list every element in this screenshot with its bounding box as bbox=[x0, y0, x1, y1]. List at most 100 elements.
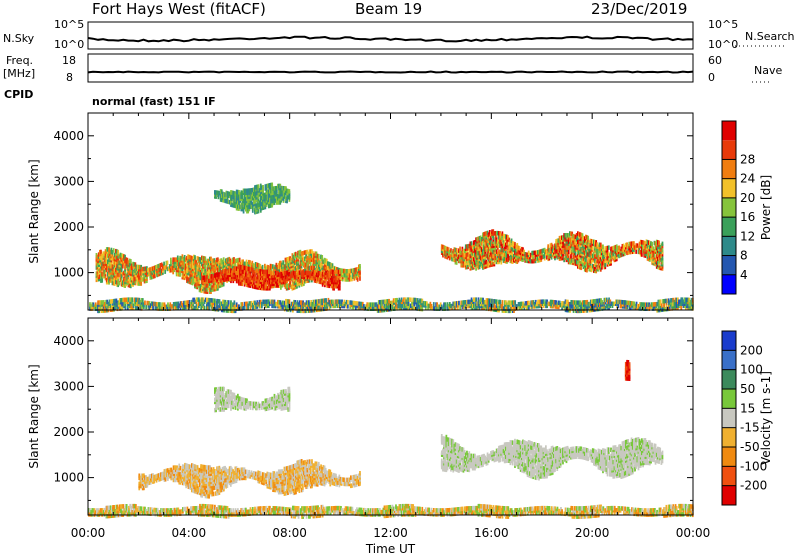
scatter-cell bbox=[580, 247, 583, 252]
scatter-cell bbox=[272, 303, 275, 309]
scatter-cell bbox=[93, 304, 96, 309]
scatter-cell bbox=[506, 253, 508, 258]
scatter-cell bbox=[464, 244, 467, 249]
scatter-cell bbox=[259, 206, 262, 211]
freq-label: Freq. bbox=[6, 54, 34, 67]
scatter-cell bbox=[594, 258, 596, 263]
scatter-cell bbox=[191, 276, 194, 282]
scatter-cell bbox=[594, 254, 596, 259]
scatter-cell bbox=[275, 301, 278, 307]
scatter-cell bbox=[147, 300, 150, 306]
scatter-cell bbox=[220, 189, 223, 194]
scatter-cell bbox=[612, 245, 615, 251]
scatter-cell bbox=[239, 277, 242, 282]
scatter-cell bbox=[374, 302, 377, 307]
scatter-cell bbox=[182, 271, 185, 276]
scatter-cell bbox=[149, 267, 152, 272]
scatter-cell bbox=[282, 260, 285, 265]
scatter-cell bbox=[131, 282, 133, 287]
scatter-cell bbox=[144, 266, 147, 271]
scatter-cell bbox=[215, 190, 217, 195]
scatter-cell bbox=[209, 274, 212, 279]
scatter-cell bbox=[356, 267, 359, 272]
scatter-cell bbox=[239, 196, 242, 201]
scatter-cell bbox=[613, 249, 616, 254]
scatter-cell bbox=[205, 270, 208, 276]
scatter-cell bbox=[641, 252, 643, 257]
scatter-cell bbox=[502, 248, 505, 253]
scatter-cell bbox=[358, 264, 360, 269]
scatter-cell bbox=[503, 240, 506, 245]
scatter-cell bbox=[206, 266, 209, 272]
scatter-cell bbox=[138, 297, 141, 303]
scatter-region bbox=[201, 264, 341, 291]
scatter-cell bbox=[202, 284, 204, 290]
scatter-cell bbox=[334, 299, 337, 304]
scatter-cell bbox=[162, 264, 164, 269]
scatter-cell bbox=[186, 276, 188, 281]
scatter-cell bbox=[256, 201, 259, 206]
scatter-cell bbox=[634, 245, 636, 250]
scatter-cell bbox=[482, 263, 484, 268]
scatter-cell bbox=[337, 286, 340, 291]
scatter-cell bbox=[580, 232, 583, 238]
scatter-cell bbox=[124, 283, 126, 288]
scatter-cell bbox=[279, 189, 282, 195]
scatter-cell bbox=[176, 255, 179, 260]
scatter-cell bbox=[591, 253, 594, 259]
scatter-cell bbox=[220, 258, 223, 263]
scatter-cell bbox=[143, 266, 146, 272]
scatter-cell bbox=[310, 273, 313, 278]
scatter-cell bbox=[575, 237, 578, 242]
scatter-cell bbox=[325, 258, 328, 264]
scatter-cell bbox=[320, 298, 323, 304]
scatter-cell bbox=[214, 284, 217, 290]
scatter-cell bbox=[488, 230, 491, 235]
scatter-cell bbox=[306, 262, 309, 267]
scatter-cell bbox=[328, 283, 331, 289]
scatter-cell bbox=[147, 267, 149, 273]
scatter-cell bbox=[572, 233, 575, 239]
scatter-cell bbox=[301, 300, 303, 305]
scatter-cell bbox=[226, 308, 229, 313]
scatter-cell bbox=[270, 264, 273, 269]
scatter-cell bbox=[167, 306, 169, 311]
scatter-cell bbox=[646, 244, 649, 249]
scatter-cell bbox=[170, 257, 172, 263]
scatter-cell bbox=[136, 297, 138, 303]
scatter-cell bbox=[200, 297, 203, 302]
scatter-cell bbox=[231, 196, 233, 202]
scatter-cell bbox=[299, 260, 302, 265]
scatter-cell bbox=[298, 270, 301, 275]
scatter-cell bbox=[190, 278, 193, 283]
scatter-cell bbox=[604, 258, 607, 264]
scatter-cell bbox=[104, 253, 107, 258]
scatter-cell bbox=[270, 271, 272, 277]
scatter-cell bbox=[183, 269, 186, 274]
scatter-cell bbox=[290, 271, 293, 276]
scatter-cell bbox=[304, 250, 306, 255]
scatter-cell bbox=[571, 231, 574, 237]
scatter-cell bbox=[247, 194, 250, 200]
scatter-cell bbox=[321, 255, 324, 260]
scatter-cell bbox=[222, 195, 224, 201]
scatter-cell bbox=[222, 269, 224, 274]
scatter-cell bbox=[503, 234, 506, 239]
scatter-cell bbox=[145, 304, 148, 310]
scatter-cell bbox=[212, 298, 215, 303]
scatter-cell bbox=[243, 188, 246, 193]
scatter-cell bbox=[96, 262, 99, 268]
scatter-cell bbox=[569, 237, 571, 242]
scatter-cell bbox=[207, 279, 209, 284]
scatter-cell bbox=[272, 264, 274, 269]
scatter-cell bbox=[326, 302, 329, 307]
scatter-cell bbox=[240, 281, 243, 286]
scatter-cell bbox=[286, 188, 288, 194]
scatter-cell bbox=[503, 256, 506, 262]
scatter-cell bbox=[223, 269, 225, 274]
scatter-cell bbox=[483, 232, 485, 237]
scatter-cell bbox=[115, 298, 118, 303]
scatter-cell bbox=[265, 183, 268, 189]
scatter-cell bbox=[485, 259, 488, 265]
scatter-cell bbox=[298, 300, 301, 305]
